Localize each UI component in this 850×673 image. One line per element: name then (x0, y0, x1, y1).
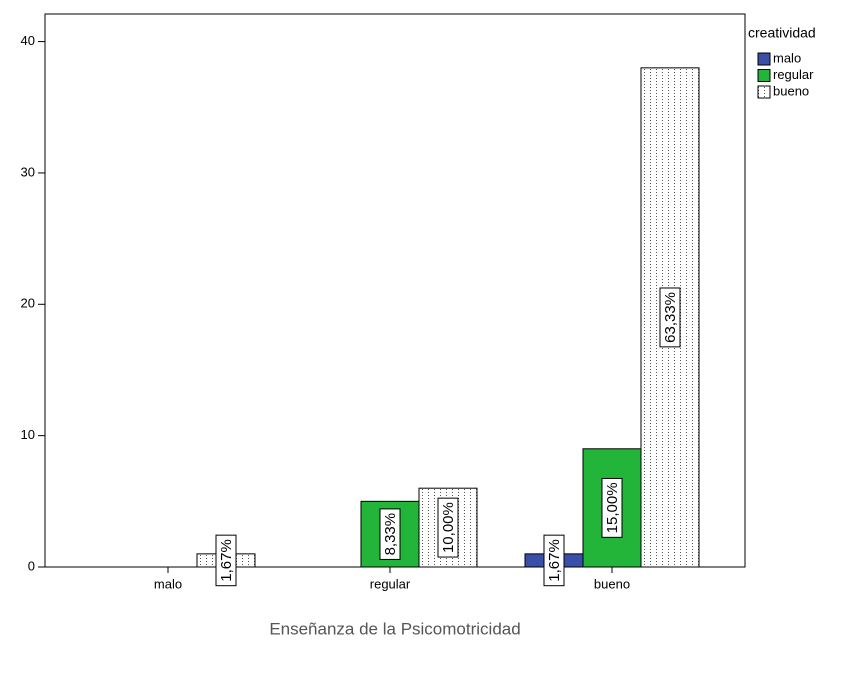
legend-label: bueno (773, 83, 809, 98)
y-tick-label: 40 (21, 33, 35, 48)
legend-label: malo (773, 50, 801, 65)
value-label: 15,00% (601, 477, 623, 538)
value-label-text: 15,00% (604, 482, 621, 533)
value-label-box (601, 477, 623, 538)
value-label: 1,67% (215, 534, 237, 587)
legend-swatch (757, 85, 771, 99)
y-tick-label: 30 (21, 164, 35, 179)
value-label: 1,67% (543, 534, 565, 587)
value-label-text: 1,67% (218, 539, 235, 582)
legend-title: creatividad (748, 25, 816, 41)
legend-swatch (757, 69, 771, 82)
value-label-text: 10,00% (440, 502, 457, 553)
legend-swatch (757, 52, 771, 66)
value-label-text: 8,33% (382, 513, 399, 556)
y-tick-label: 20 (21, 296, 35, 311)
value-label: 63,33% (659, 287, 681, 348)
x-tick-label: bueno (594, 576, 630, 591)
value-label-box (379, 508, 401, 560)
legend-label: regular (773, 67, 814, 82)
y-tick-label: 10 (21, 427, 35, 442)
value-label: 8,33% (379, 508, 401, 560)
x-tick-label: regular (370, 576, 411, 591)
y-tick-label: 0 (28, 558, 35, 573)
value-label-box (659, 287, 681, 348)
value-label-box (543, 534, 565, 587)
value-label-box (437, 497, 459, 558)
value-label-text: 63,33% (662, 292, 679, 343)
value-label-text: 1,67% (546, 539, 563, 582)
x-axis-label: Enseñanza de la Psicomotricidad (269, 619, 520, 638)
value-label: 10,00% (437, 497, 459, 558)
value-label-box (215, 534, 237, 587)
x-tick-label: malo (154, 576, 182, 591)
